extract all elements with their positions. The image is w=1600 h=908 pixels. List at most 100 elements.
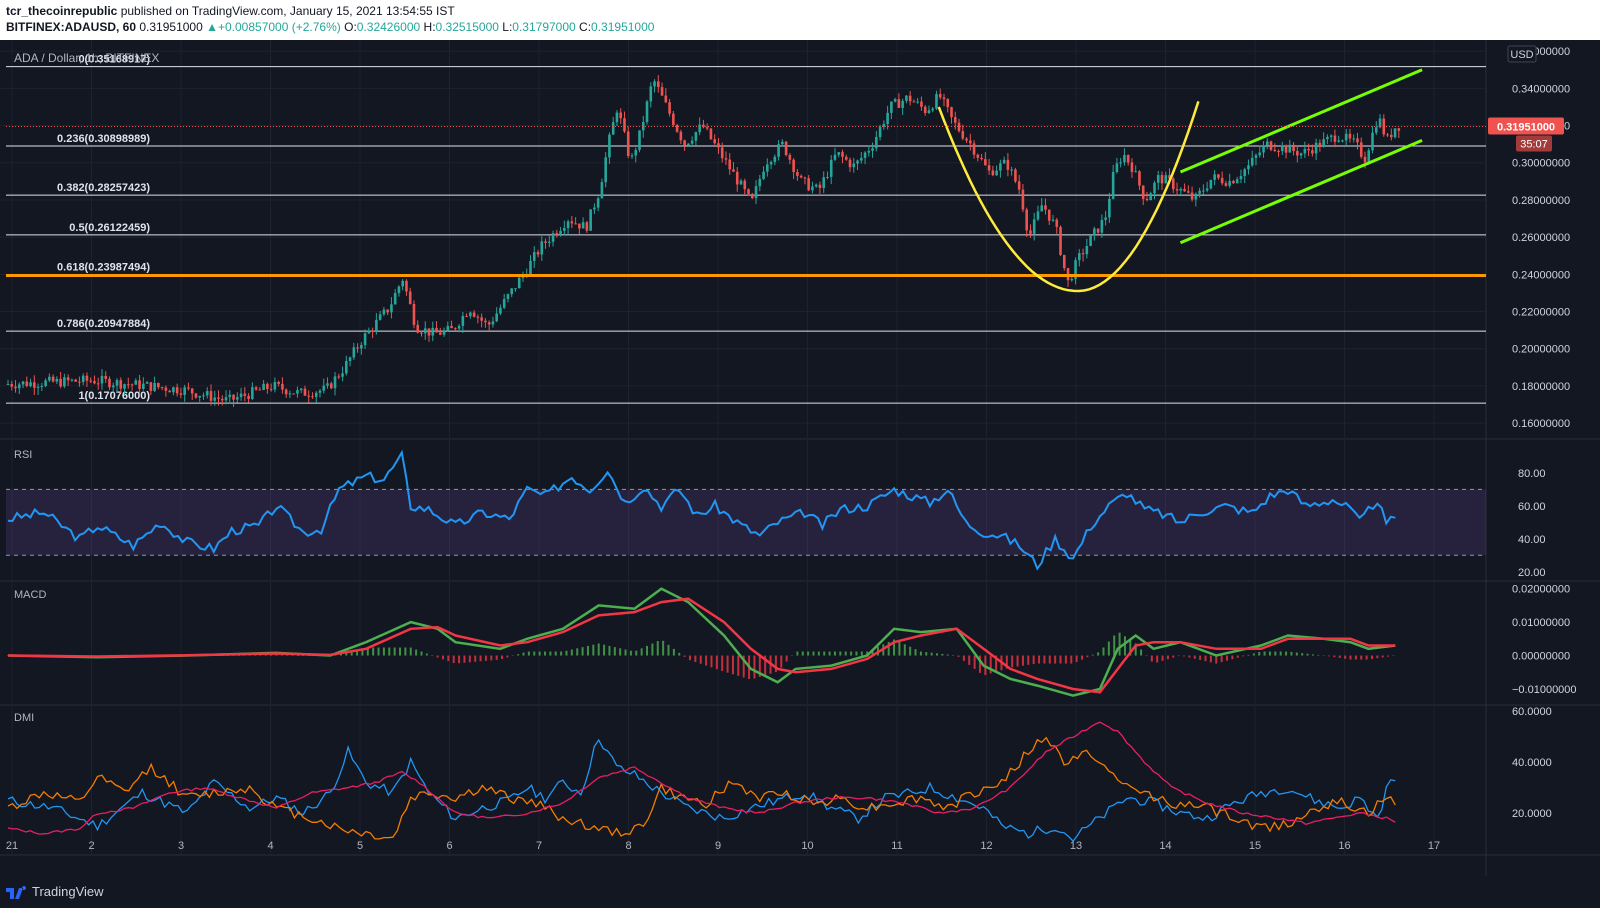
candle-down[interactable] bbox=[980, 157, 983, 160]
candle-up[interactable] bbox=[1228, 180, 1231, 186]
candle-up[interactable] bbox=[142, 383, 145, 389]
candle-up[interactable] bbox=[630, 155, 634, 157]
candle-down[interactable] bbox=[1363, 156, 1367, 163]
candle-up[interactable] bbox=[875, 137, 878, 149]
candle-up[interactable] bbox=[1374, 127, 1378, 133]
candle-up[interactable] bbox=[1085, 245, 1089, 255]
candle-down[interactable] bbox=[329, 383, 333, 389]
candle-up[interactable] bbox=[17, 384, 21, 389]
candle-down[interactable] bbox=[953, 117, 957, 123]
candle-up[interactable] bbox=[1108, 198, 1111, 218]
candle-up[interactable] bbox=[510, 288, 514, 295]
candle-down[interactable] bbox=[480, 317, 483, 321]
candle-up[interactable] bbox=[314, 392, 318, 397]
candle-up[interactable] bbox=[653, 81, 656, 87]
candle-up[interactable] bbox=[499, 307, 502, 314]
candle-down[interactable] bbox=[750, 193, 754, 199]
candle-down[interactable] bbox=[679, 131, 683, 141]
candle-up[interactable] bbox=[239, 393, 243, 398]
candle-up[interactable] bbox=[36, 386, 40, 388]
candle-down[interactable] bbox=[337, 376, 341, 378]
candle-down[interactable] bbox=[14, 386, 17, 389]
candle-down[interactable] bbox=[416, 324, 420, 333]
rsi-line[interactable] bbox=[7, 449, 1396, 571]
candle-down[interactable] bbox=[1130, 162, 1134, 172]
macd-signal-line[interactable] bbox=[7, 597, 1396, 694]
candle-up[interactable] bbox=[205, 391, 209, 396]
candle-down[interactable] bbox=[574, 223, 577, 225]
tradingview-brand[interactable]: TradingView bbox=[32, 884, 104, 899]
candle-down[interactable] bbox=[969, 140, 972, 144]
candle-up[interactable] bbox=[859, 157, 863, 161]
candle-up[interactable] bbox=[393, 293, 397, 305]
candle-up[interactable] bbox=[814, 184, 818, 187]
candle-up[interactable] bbox=[423, 328, 427, 334]
candle-down[interactable] bbox=[1348, 133, 1352, 139]
candle-down[interactable] bbox=[747, 189, 750, 194]
candle-up[interactable] bbox=[198, 395, 202, 398]
candle-up[interactable] bbox=[202, 395, 205, 397]
candle-up[interactable] bbox=[29, 382, 32, 387]
candle-up[interactable] bbox=[401, 280, 404, 287]
candle-down[interactable] bbox=[119, 380, 123, 389]
candle-down[interactable] bbox=[277, 381, 280, 384]
candle-down[interactable] bbox=[1183, 188, 1186, 192]
candle-up[interactable] bbox=[348, 357, 352, 362]
candle-down[interactable] bbox=[912, 101, 916, 103]
candle-up[interactable] bbox=[63, 377, 66, 387]
candle-down[interactable] bbox=[803, 177, 807, 179]
candle-down[interactable] bbox=[1141, 185, 1145, 199]
candle-up[interactable] bbox=[55, 378, 59, 382]
currency-button[interactable] bbox=[1507, 45, 1537, 63]
candle-down[interactable] bbox=[187, 387, 190, 389]
candle-up[interactable] bbox=[352, 347, 356, 358]
candle-down[interactable] bbox=[1273, 149, 1277, 151]
candle-up[interactable] bbox=[559, 230, 562, 235]
candle-down[interactable] bbox=[258, 389, 262, 391]
candle-up[interactable] bbox=[690, 140, 694, 144]
candle-up[interactable] bbox=[172, 387, 175, 393]
candle-down[interactable] bbox=[190, 388, 194, 394]
candle-up[interactable] bbox=[999, 163, 1002, 171]
candle-down[interactable] bbox=[664, 95, 668, 103]
candle-up[interactable] bbox=[822, 177, 826, 188]
candle-up[interactable] bbox=[273, 381, 277, 390]
candle-up[interactable] bbox=[288, 393, 292, 395]
candle-up[interactable] bbox=[766, 164, 769, 172]
candle-up[interactable] bbox=[931, 108, 935, 111]
candle-down[interactable] bbox=[149, 382, 153, 391]
publisher-name[interactable]: tcr_thecoinrepublic bbox=[6, 4, 118, 18]
candle-up[interactable] bbox=[1123, 154, 1126, 163]
candle-up[interactable] bbox=[566, 221, 570, 228]
candle-up[interactable] bbox=[540, 241, 544, 255]
candle-down[interactable] bbox=[717, 143, 720, 148]
candle-up[interactable] bbox=[469, 312, 472, 317]
candle-up[interactable] bbox=[1247, 165, 1250, 170]
candle-up[interactable] bbox=[517, 277, 521, 289]
candle-down[interactable] bbox=[371, 330, 374, 332]
candle-up[interactable] bbox=[852, 163, 856, 168]
candle-up[interactable] bbox=[882, 124, 886, 127]
candle-up[interactable] bbox=[213, 397, 217, 401]
candle-down[interactable] bbox=[1025, 209, 1028, 231]
candle-up[interactable] bbox=[547, 241, 551, 243]
price-pane[interactable]: 0(0.35168917) 0.236(0.30898989) 0.382(0.28… bbox=[6, 54, 1486, 407]
candle-up[interactable] bbox=[44, 380, 47, 386]
candle-up[interactable] bbox=[581, 222, 585, 229]
candle-up[interactable] bbox=[1322, 139, 1325, 147]
candle-up[interactable] bbox=[596, 198, 600, 208]
candle-down[interactable] bbox=[1081, 253, 1085, 255]
candle-up[interactable] bbox=[123, 384, 126, 389]
candle-up[interactable] bbox=[856, 160, 859, 164]
candle-up[interactable] bbox=[1089, 235, 1092, 246]
candle-down[interactable] bbox=[544, 241, 547, 243]
candle-down[interactable] bbox=[1017, 181, 1021, 190]
candle-up[interactable] bbox=[1254, 155, 1258, 158]
candle-up[interactable] bbox=[153, 382, 156, 391]
candle-down[interactable] bbox=[570, 221, 574, 224]
candle-up[interactable] bbox=[228, 394, 232, 398]
candle-down[interactable] bbox=[623, 118, 626, 132]
candle-up[interactable] bbox=[739, 180, 743, 185]
candle-down[interactable] bbox=[1190, 192, 1194, 200]
candle-down[interactable] bbox=[702, 124, 705, 128]
